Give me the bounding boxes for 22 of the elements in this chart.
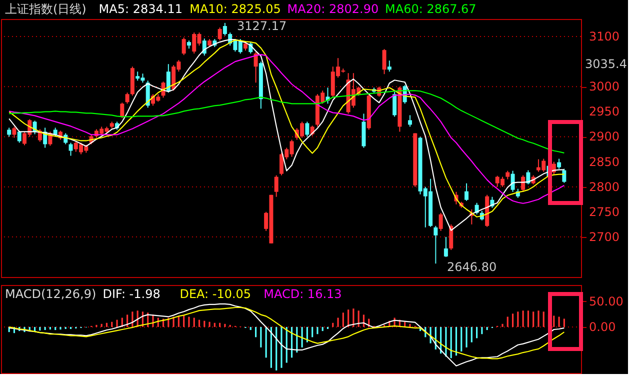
chart-title: MACD(12,26,9) — [5, 287, 96, 301]
annotation: 2646.80 — [447, 260, 497, 274]
text: MA60: 2867.67 — [385, 2, 476, 16]
y-tick-label: 0.00 — [589, 320, 616, 334]
series-label: DIF: -1.98 — [102, 287, 160, 301]
y-tick-label: 3000 — [589, 80, 620, 94]
y-tick-label: 2900 — [589, 130, 620, 144]
y-tick-label: 3100 — [589, 30, 620, 44]
text: MA20: 2802.90 — [287, 2, 379, 16]
annotation: 3127.17 — [237, 19, 287, 33]
chart-title: 上证指数(日线) — [5, 2, 86, 16]
y-tick-label: 2750 — [589, 204, 620, 219]
series-label: DEA: -10.05 — [180, 287, 252, 301]
text: 3035.4 — [585, 57, 627, 71]
y-tick-label: 50.00 — [589, 294, 624, 308]
y-tick-label: 2800 — [589, 180, 620, 194]
text: MA5: 2834.11 — [98, 2, 182, 16]
y-tick-label: 2700 — [589, 230, 620, 244]
text: MA10: 2825.05 — [190, 2, 281, 16]
y-tick-label: 2950 — [589, 104, 620, 119]
y-tick-label: 2850 — [589, 154, 620, 169]
series-label: MACD: 16.13 — [264, 287, 342, 301]
